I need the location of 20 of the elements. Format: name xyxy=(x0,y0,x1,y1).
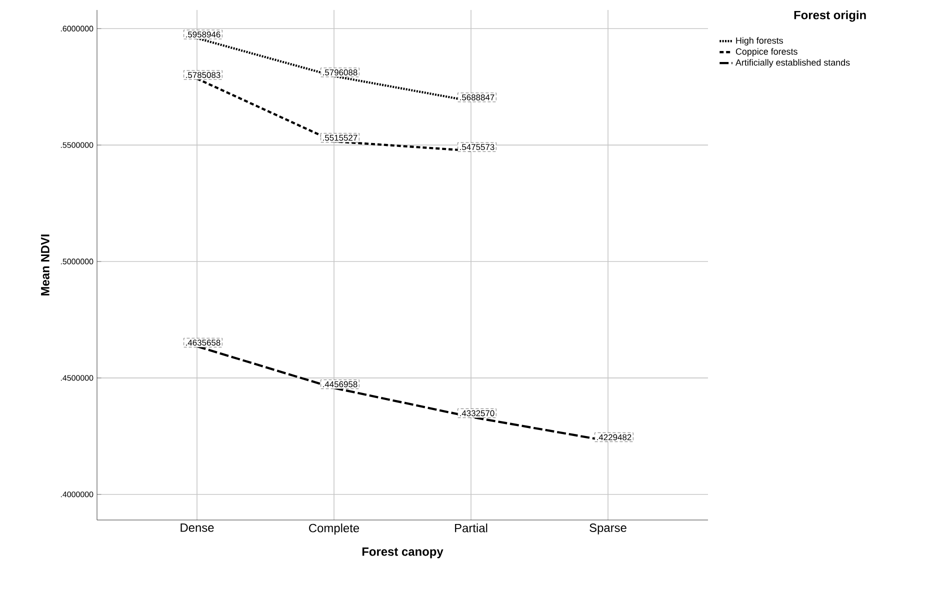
data-label: .5515527 xyxy=(323,134,358,141)
data-label: .4635658 xyxy=(186,340,220,346)
data-label: .4456958 xyxy=(323,381,358,388)
data-label: .5796088 xyxy=(323,69,358,76)
legend-label: Coppice forests xyxy=(736,48,798,56)
data-label: .4229482 xyxy=(597,434,632,440)
legend-label: High forests xyxy=(736,37,783,46)
data-label: .5475573 xyxy=(460,144,494,150)
data-label: .5958946 xyxy=(186,32,220,38)
y-axis-title: Mean NDVI xyxy=(41,234,50,296)
legend-label: Artificially established stands xyxy=(735,59,850,68)
x-tick-label: Sparse xyxy=(590,524,626,534)
x-tick-label: Partial xyxy=(455,524,488,532)
data-label: .5785083 xyxy=(186,72,220,78)
x-tick-label: Dense xyxy=(180,524,214,532)
data-label: .4332570 xyxy=(460,410,494,416)
legend-title: Forest origin xyxy=(794,10,866,22)
x-axis-title: Forest canopy xyxy=(362,548,444,558)
data-label: .5688847 xyxy=(460,94,494,100)
x-tick-label: Complete xyxy=(309,524,360,535)
